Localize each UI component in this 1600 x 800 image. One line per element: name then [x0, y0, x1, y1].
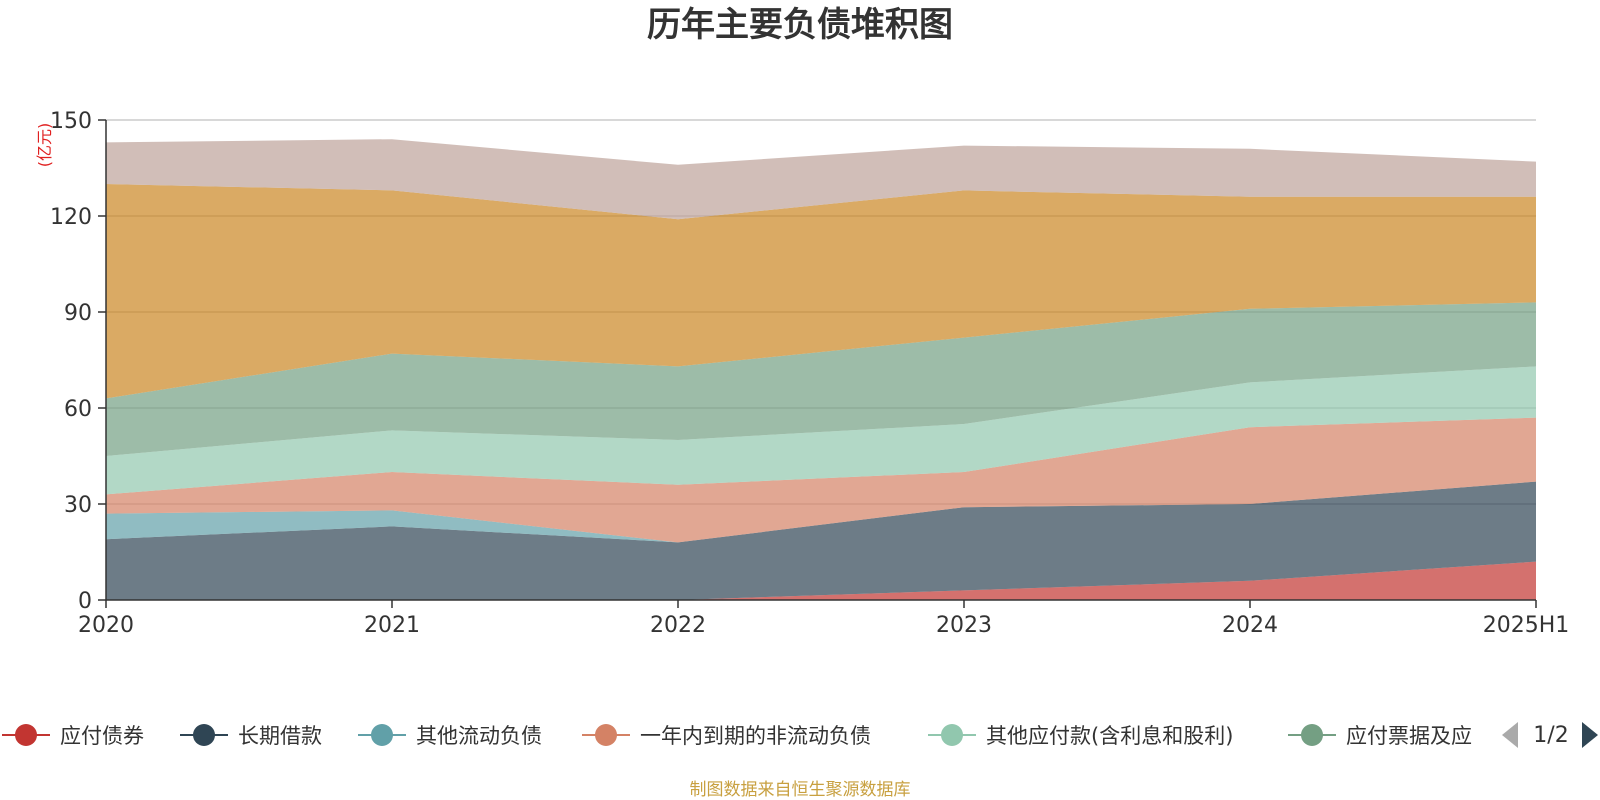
legend-circle-icon: [193, 724, 215, 746]
legend-next-page-icon[interactable]: [1582, 722, 1598, 748]
area-series-1: [106, 481, 1536, 600]
legend-circle-icon: [595, 724, 617, 746]
legend-prev-page-icon[interactable]: [1502, 722, 1518, 748]
legend-circle-icon: [941, 724, 963, 746]
legend-label: 其他流动负债: [416, 724, 542, 748]
area-series-6: [106, 184, 1536, 399]
legend-label: 应付票据及应: [1346, 724, 1472, 748]
area-series-4: [106, 366, 1536, 495]
legend-item[interactable]: 应付票据及应: [1288, 724, 1472, 748]
x-tick-label: 2024: [1222, 613, 1278, 638]
legend-circle-icon: [1301, 724, 1323, 746]
x-tick-label: 2023: [936, 613, 992, 638]
x-tick-label: 2021: [364, 613, 420, 638]
area-series-5: [106, 302, 1536, 456]
data-source-note: 制图数据来自恒生聚源数据库: [690, 780, 911, 800]
legend-item[interactable]: 应付债券: [2, 724, 144, 748]
x-tick-label: 2020: [78, 613, 134, 638]
area-series-2: [106, 481, 1536, 543]
legend-item[interactable]: 其他应付款(含利息和股利): [928, 724, 1233, 748]
legend-pager[interactable]: 1/2: [1502, 722, 1598, 748]
legend-label: 长期借款: [238, 724, 322, 748]
axes: 0 30 60 90 120 150 2020 2021 2022 2023 2024 2025H1: [50, 109, 1569, 638]
area-series-7: [106, 139, 1536, 220]
legend[interactable]: 应付债券 长期借款 其他流动负债 一年内到期的非流动负债 其他应付款(含利息和股利) 应付…: [2, 724, 1472, 748]
chart-title: 历年主要负债堆积图: [647, 5, 953, 45]
area-series-0: [106, 561, 1536, 600]
legend-circle-icon: [371, 724, 393, 746]
x-tick-label: 2022: [650, 613, 706, 638]
y-axis-unit-label: (亿元): [35, 123, 54, 168]
y-tick-label: 60: [64, 397, 92, 422]
area-series-3: [106, 417, 1536, 543]
x-tick-label: 2025H1: [1483, 613, 1570, 638]
area-series-group: [106, 139, 1536, 600]
legend-page-indicator: 1/2: [1533, 723, 1568, 748]
legend-label: 应付债券: [60, 724, 144, 748]
legend-item[interactable]: 其他流动负债: [358, 724, 542, 748]
y-tick-label: 0: [78, 589, 92, 614]
y-tick-label: 90: [64, 301, 92, 326]
legend-circle-icon: [15, 724, 37, 746]
y-tick-label: 150: [50, 109, 92, 134]
y-tick-label: 120: [50, 205, 92, 230]
legend-item[interactable]: 长期借款: [180, 724, 322, 748]
legend-label: 其他应付款(含利息和股利): [986, 724, 1233, 748]
y-tick-label: 30: [64, 493, 92, 518]
legend-item[interactable]: 一年内到期的非流动负债: [582, 724, 871, 748]
legend-label: 一年内到期的非流动负债: [640, 724, 871, 748]
